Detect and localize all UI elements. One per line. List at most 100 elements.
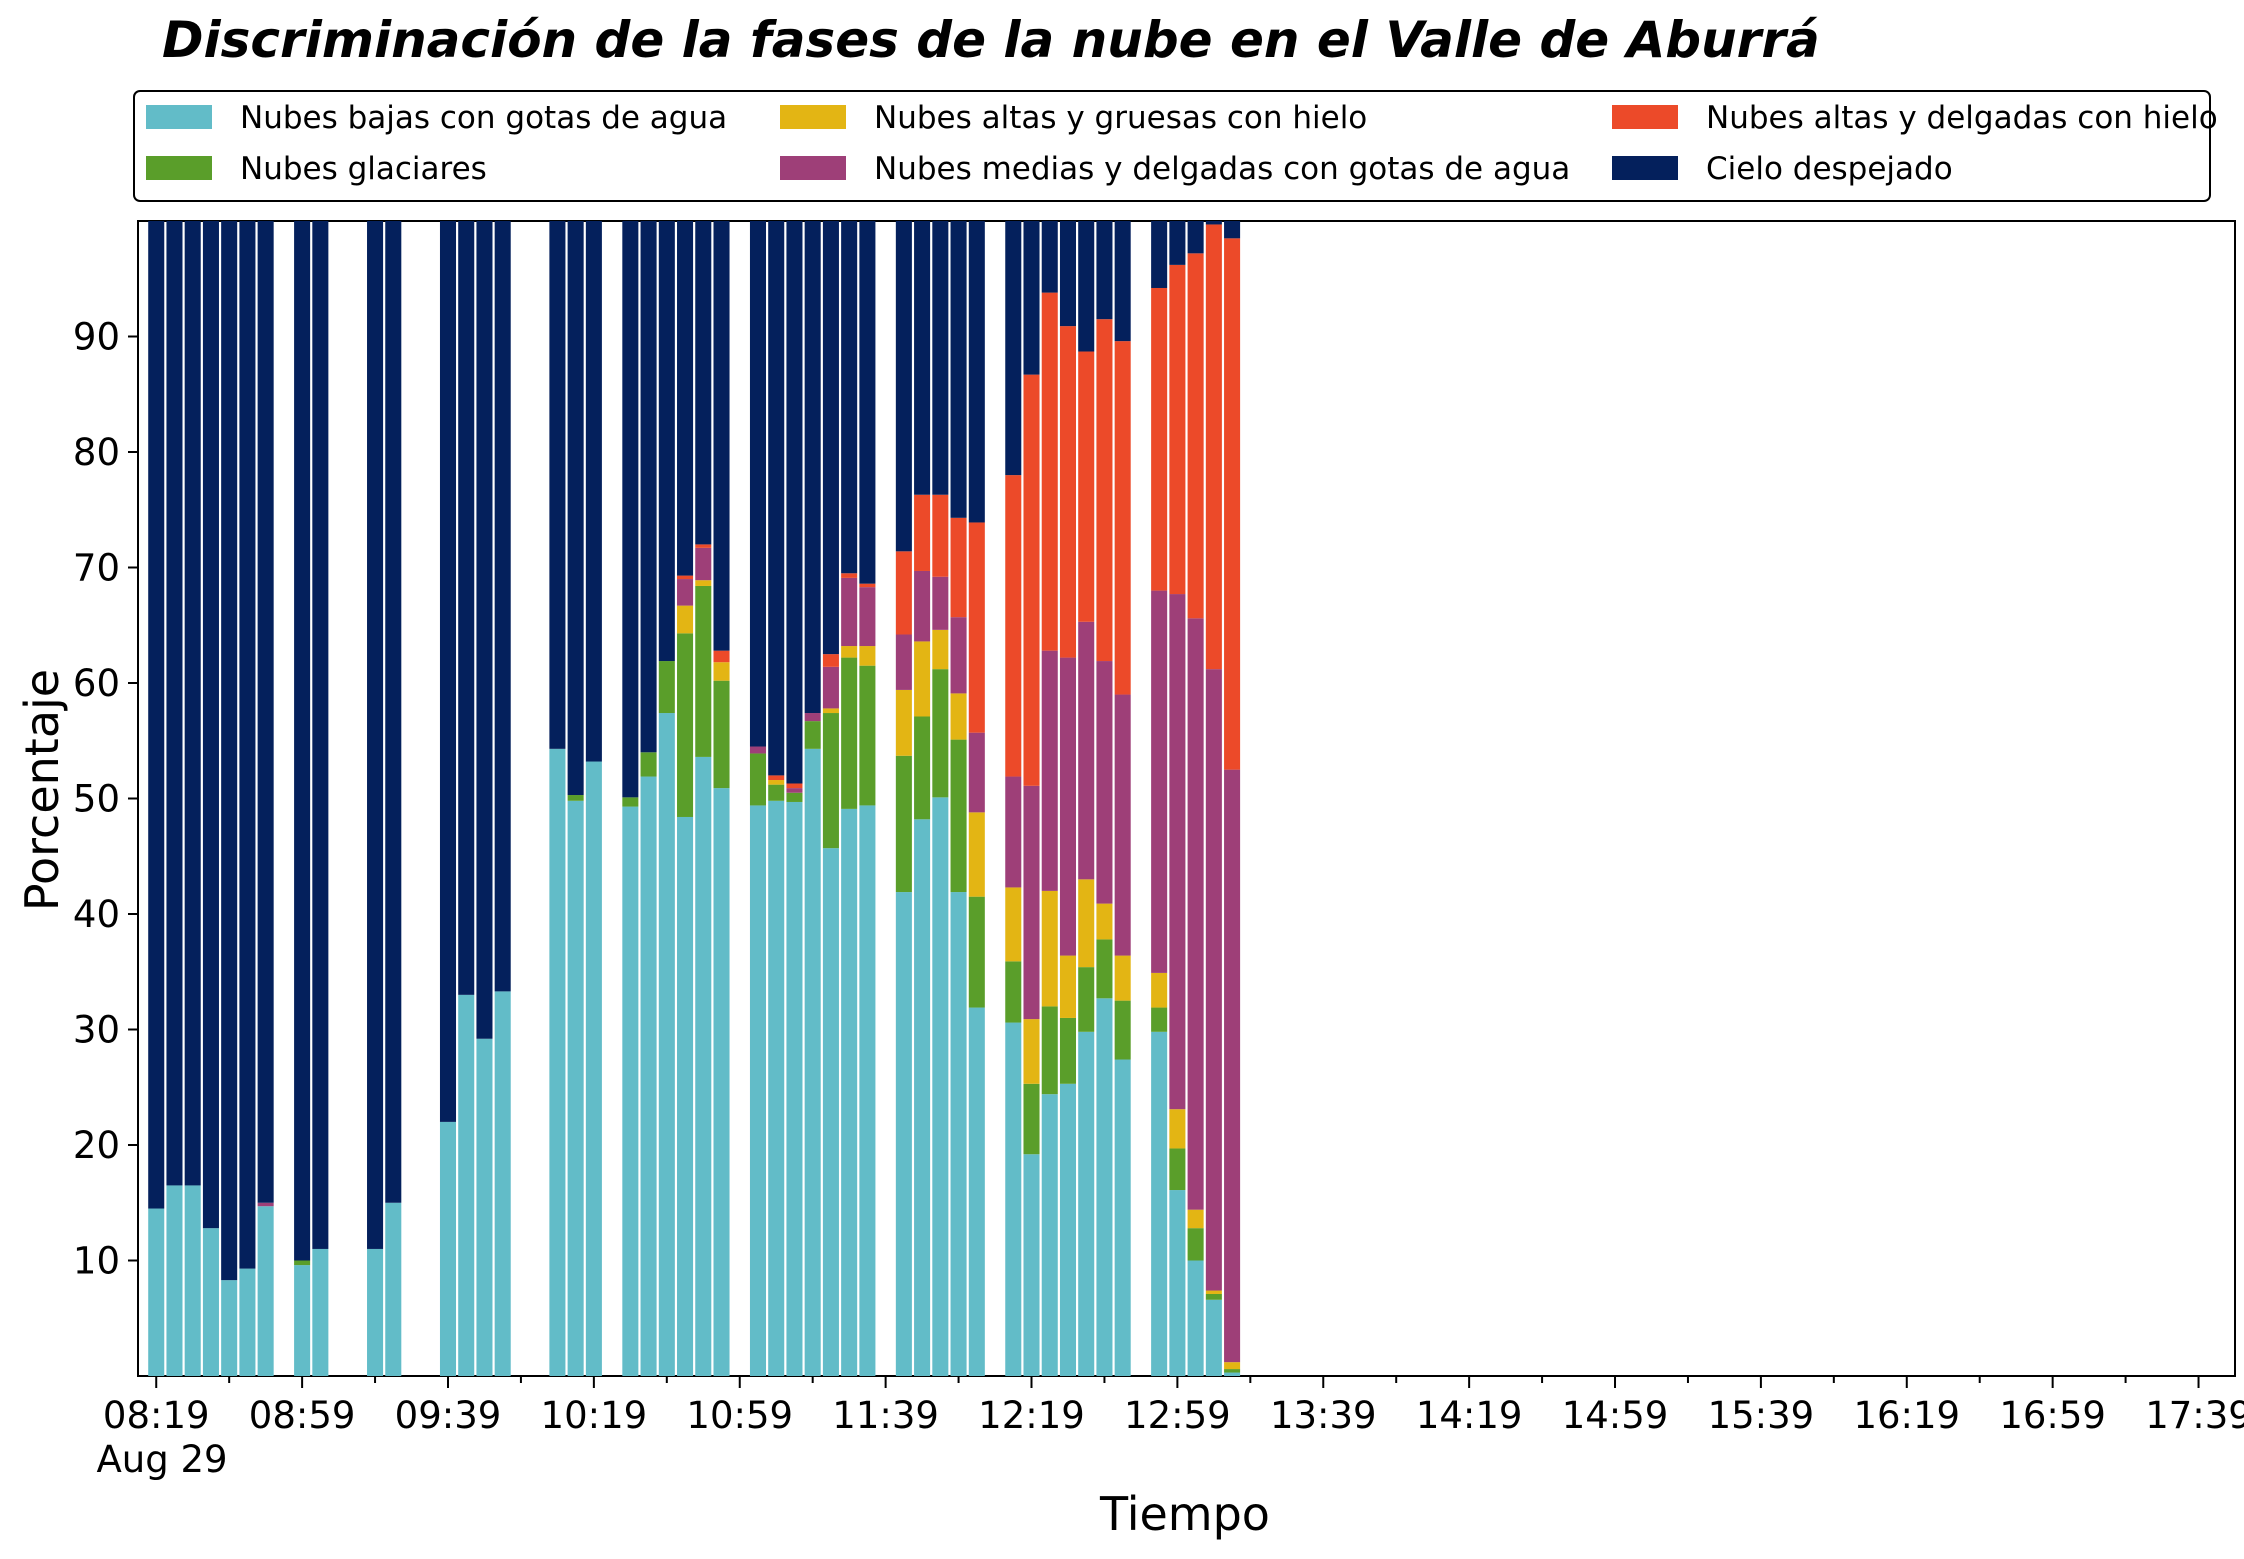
bar-segment: [1023, 1083, 1040, 1155]
bar-segment: [1059, 1017, 1076, 1084]
bar-segment: [385, 1202, 402, 1376]
bar-segment: [1041, 1006, 1058, 1095]
bar-segment: [1205, 1290, 1222, 1294]
bar-segment: [658, 661, 675, 714]
legend-item: Cielo despejado: [1612, 151, 1953, 187]
bar-segment: [1224, 769, 1241, 1363]
bar-segment: [713, 788, 730, 1376]
bar-segment: [148, 221, 165, 1209]
bar-segment: [950, 221, 967, 518]
x-date-label: Aug 29: [96, 1438, 227, 1481]
bar-segment: [932, 494, 949, 577]
legend-swatch: [780, 156, 846, 180]
bar-segment: [1096, 903, 1113, 940]
bar-segment: [695, 221, 712, 545]
bar-segment: [1151, 972, 1168, 1008]
bar-segment: [859, 665, 876, 806]
bar-segment: [859, 221, 876, 584]
bar-segment: [1096, 939, 1113, 999]
bar-segment: [1078, 1031, 1095, 1376]
bar-segment: [677, 816, 694, 1376]
bar-segment: [294, 221, 311, 1261]
bar-segment: [1041, 650, 1058, 891]
bar-segment: [1224, 238, 1241, 770]
bar-segment: [1078, 221, 1095, 352]
bar-segment: [549, 221, 566, 749]
bar-segment: [914, 570, 931, 642]
bar-segment: [476, 1038, 493, 1376]
bars-layer: [148, 221, 1241, 1376]
bar-segment: [804, 713, 821, 722]
bar-segment: [768, 780, 785, 785]
bar-segment: [1205, 669, 1222, 1291]
bar-segment: [1005, 221, 1022, 476]
bar-segment: [1151, 590, 1168, 973]
bar-segment: [677, 221, 694, 576]
legend-label: Nubes glaciares: [240, 151, 487, 187]
bar-segment: [859, 587, 876, 647]
bar-segment: [640, 221, 657, 753]
bar-segment: [677, 575, 694, 580]
y-tick-label: 10: [73, 1240, 120, 1283]
bar-segment: [713, 221, 730, 651]
bar-segment: [1059, 326, 1076, 658]
bar-segment: [1187, 1209, 1204, 1229]
bar-segment: [1114, 1000, 1131, 1060]
legend-item: Nubes medias y delgadas con gotas de agu…: [780, 151, 1570, 187]
legend-label: Nubes bajas con gotas de agua: [240, 100, 727, 136]
bar-segment: [1151, 287, 1168, 591]
y-tick-label: 20: [73, 1124, 120, 1167]
bar-segment: [822, 666, 839, 709]
bar-segment: [859, 646, 876, 666]
bar-segment: [950, 739, 967, 893]
bar-segment: [1005, 887, 1022, 962]
bar-segment: [1005, 475, 1022, 777]
bar-segment: [184, 1185, 201, 1376]
bar-segment: [202, 221, 219, 1229]
bar-segment: [822, 654, 839, 667]
bar-segment: [841, 221, 858, 574]
bar-segment: [1187, 221, 1204, 254]
bar-segment: [804, 221, 821, 714]
bar-segment: [1005, 1022, 1022, 1376]
x-tick-label: 15:39: [1708, 1394, 1815, 1437]
bar-segment: [1023, 785, 1040, 1020]
y-tick-label: 90: [73, 316, 120, 359]
bar-segment: [1096, 221, 1113, 320]
bar-segment: [458, 221, 475, 995]
bar-segment: [841, 577, 858, 647]
bar-segment: [932, 797, 949, 1376]
legend-label: Nubes medias y delgadas con gotas de agu…: [874, 151, 1570, 187]
bar-segment: [1041, 1094, 1058, 1376]
y-tick-label: 50: [73, 778, 120, 821]
bar-segment: [841, 646, 858, 658]
x-tick-label: 08:59: [249, 1394, 356, 1437]
x-tick-label: 14:59: [1562, 1394, 1669, 1437]
bar-segment: [202, 1228, 219, 1376]
bar-segment: [749, 746, 767, 754]
bar-segment: [786, 783, 803, 789]
x-tick-label: 12:19: [978, 1394, 1085, 1437]
bar-segment: [1187, 1228, 1204, 1261]
bar-segment: [1059, 221, 1076, 327]
bar-segment: [1114, 221, 1131, 342]
bar-segment: [239, 1268, 256, 1376]
bar-segment: [841, 808, 858, 1376]
bar-segment: [914, 819, 931, 1376]
bar-segment: [768, 800, 785, 1376]
bar-segment: [968, 896, 985, 1008]
bar-segment: [968, 1007, 985, 1376]
bar-segment: [549, 748, 566, 1376]
bar-segment: [1169, 1148, 1186, 1191]
bar-segment: [1078, 621, 1095, 880]
bar-segment: [439, 1121, 457, 1376]
bar-segment: [822, 221, 839, 655]
bar-segment: [822, 848, 839, 1376]
bar-segment: [786, 792, 803, 802]
bar-segment: [1151, 221, 1168, 288]
legend-item: Nubes glaciares: [146, 151, 487, 187]
y-tick-label: 70: [73, 547, 120, 590]
bar-segment: [950, 892, 967, 1376]
bar-segment: [859, 583, 876, 588]
bar-segment: [786, 221, 803, 784]
